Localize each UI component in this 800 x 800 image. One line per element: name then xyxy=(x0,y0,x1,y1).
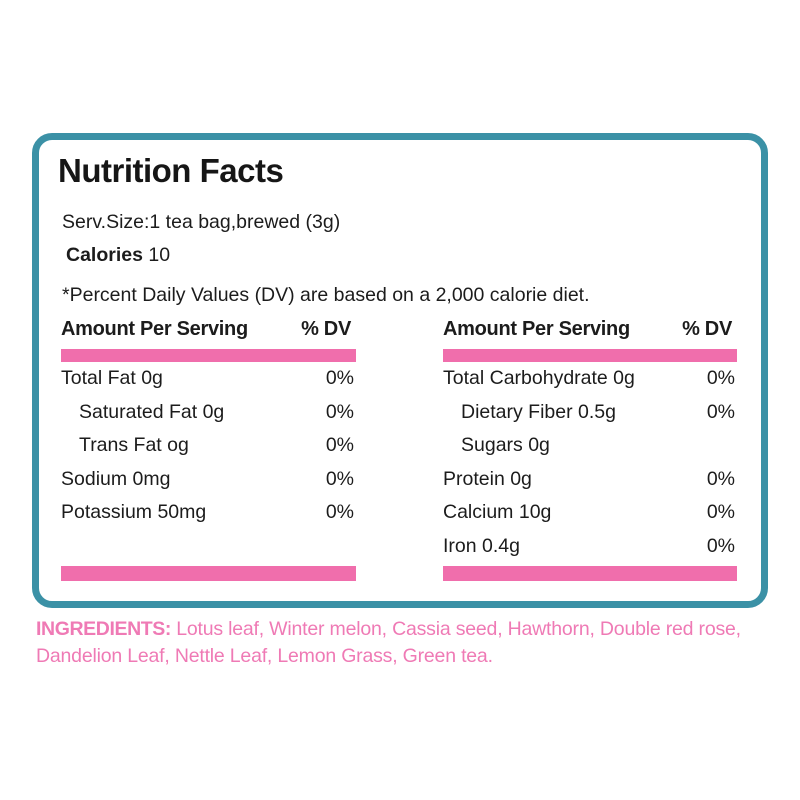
nutrient-dv: 0% xyxy=(325,467,354,490)
pink-divider-bar xyxy=(61,566,356,581)
nutrient-name: Potassium 50mg xyxy=(61,501,207,524)
nutrient-columns: Amount Per Serving % DV Total Fat 0g 0% … xyxy=(61,317,737,581)
table-row: Sugars 0g xyxy=(443,429,737,463)
table-row: Sodium 0mg 0% xyxy=(61,463,356,497)
column-header-left: Amount Per Serving % DV xyxy=(61,317,356,342)
ingredients-label: INGREDIENTS: xyxy=(36,618,171,640)
nutrient-name: Trans Fat og xyxy=(79,434,189,457)
calories-value: 10 xyxy=(148,244,171,266)
nutrient-name: Iron 0.4g xyxy=(443,534,520,557)
table-row: Protein 0g 0% xyxy=(443,463,737,497)
table-row: Total Fat 0g 0% xyxy=(61,362,356,396)
nutrient-dv: 0% xyxy=(325,367,354,390)
nutrient-name: Calcium 10g xyxy=(443,501,552,524)
daily-value-footnote: *Percent Daily Values (DV) are based on … xyxy=(62,284,590,306)
percent-dv-header: % DV xyxy=(682,318,732,340)
page-title: Nutrition Facts xyxy=(58,152,284,189)
table-row: Saturated Fat 0g 0% xyxy=(61,396,356,430)
nutrient-name: Saturated Fat 0g xyxy=(79,400,225,423)
table-row: Potassium 50mg 0% xyxy=(61,496,356,530)
nutrient-dv: 0% xyxy=(706,400,735,423)
nutrient-rows-left: Total Fat 0g 0% Saturated Fat 0g 0% Tran… xyxy=(61,362,356,530)
nutrient-rows-right: Total Carbohydrate 0g 0% Dietary Fiber 0… xyxy=(443,362,737,563)
nutrient-dv: 0% xyxy=(325,400,354,423)
ingredients-section: INGREDIENTS: Lotus leaf, Winter melon, C… xyxy=(36,616,744,670)
nutrient-column-left: Amount Per Serving % DV Total Fat 0g 0% … xyxy=(61,317,356,581)
calories-label: Calories xyxy=(66,244,143,266)
ingredients-text: Lotus leaf, Winter melon, Cassia seed, H… xyxy=(36,618,741,667)
nutrient-dv: 0% xyxy=(706,534,735,557)
table-row: Iron 0.4g 0% xyxy=(443,530,737,564)
nutrient-name: Dietary Fiber 0.5g xyxy=(461,400,616,423)
calories-line: Calories 10 xyxy=(66,244,170,267)
serving-size-text: Serv.Size:1 tea bag,brewed (3g) xyxy=(62,211,341,233)
nutrient-name: Sodium 0mg xyxy=(61,467,171,490)
table-row: Total Carbohydrate 0g 0% xyxy=(443,362,737,396)
pink-divider-bar xyxy=(61,349,356,362)
table-row: Calcium 10g 0% xyxy=(443,496,737,530)
nutrition-facts-panel: Nutrition Facts Serv.Size:1 tea bag,brew… xyxy=(32,133,768,608)
nutrient-dv: 0% xyxy=(325,501,354,524)
nutrient-dv: 0% xyxy=(706,367,735,390)
nutrient-name: Protein 0g xyxy=(443,467,532,490)
amount-per-serving-header: Amount Per Serving xyxy=(443,318,630,340)
pink-divider-bar xyxy=(443,349,737,362)
column-header-right: Amount Per Serving % DV xyxy=(443,317,737,342)
amount-per-serving-header: Amount Per Serving xyxy=(61,318,248,340)
percent-dv-header: % DV xyxy=(301,318,351,340)
nutrient-dv: 0% xyxy=(325,434,354,457)
nutrient-dv: 0% xyxy=(706,501,735,524)
nutrient-column-right: Amount Per Serving % DV Total Carbohydra… xyxy=(443,317,737,581)
nutrient-name: Total Fat 0g xyxy=(61,367,163,390)
nutrient-name: Total Carbohydrate 0g xyxy=(443,367,635,390)
pink-divider-bar xyxy=(443,566,737,581)
table-row: Trans Fat og 0% xyxy=(61,429,356,463)
table-row: Dietary Fiber 0.5g 0% xyxy=(443,396,737,430)
nutrient-name: Sugars 0g xyxy=(461,434,550,457)
nutrient-dv: 0% xyxy=(706,467,735,490)
